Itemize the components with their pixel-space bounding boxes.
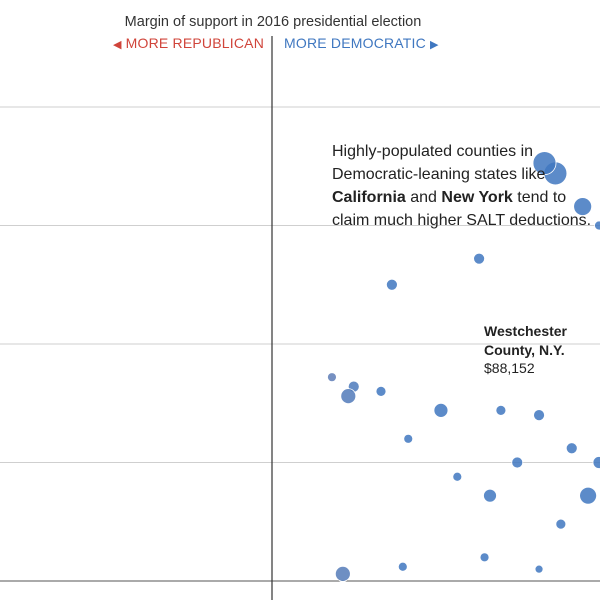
county-point xyxy=(334,565,351,582)
county-point xyxy=(483,488,497,503)
annotation-and: and xyxy=(405,189,442,206)
county-point xyxy=(375,385,387,397)
more-republican-label: ◀ MORE REPUBLICAN xyxy=(109,35,264,51)
county-point xyxy=(495,404,507,416)
county-point xyxy=(592,456,600,469)
county-point xyxy=(473,252,486,265)
county-point xyxy=(327,372,337,383)
county-point xyxy=(565,442,578,455)
callout-county-value: $88,152 xyxy=(484,360,535,376)
county-point xyxy=(385,278,398,291)
callout-county-name: Westchester County, N.Y. xyxy=(484,323,568,358)
annotation-line4: claim much higher SALT deductions. xyxy=(332,212,592,229)
more-democratic-text: MORE DEMOCRATIC xyxy=(284,35,426,51)
westchester-point xyxy=(532,151,557,176)
annotation-bold-california: California xyxy=(332,189,406,206)
arrow-right-icon: ▶ xyxy=(429,39,439,51)
county-point xyxy=(533,409,545,422)
chart-annotation: Highly-populated counties in Democratic-… xyxy=(332,140,600,232)
county-point xyxy=(579,486,597,505)
county-point xyxy=(534,564,544,574)
county-point xyxy=(452,471,463,482)
county-point xyxy=(340,388,357,405)
gridlines xyxy=(0,106,600,582)
county-point xyxy=(573,197,593,216)
county-point xyxy=(555,518,567,530)
annotation-line1: Highly-populated counties in xyxy=(332,143,534,160)
more-republican-text: MORE REPUBLICAN xyxy=(125,35,264,51)
county-point xyxy=(511,456,524,469)
county-point xyxy=(479,552,490,563)
county-point xyxy=(433,402,449,418)
annotation-bold-new-york: New York xyxy=(441,189,513,206)
annotation-line2: Democratic-leaning states like xyxy=(332,166,546,183)
chart-title: Margin of support in 2016 presidential e… xyxy=(124,14,422,30)
county-point xyxy=(403,433,414,444)
annotation-line3-tail: tend to xyxy=(512,189,567,206)
more-democratic-label: MORE DEMOCRATIC ▶ xyxy=(284,35,443,51)
county-point xyxy=(397,561,408,572)
county-point xyxy=(594,220,600,231)
data-points xyxy=(327,151,600,582)
arrow-left-icon: ◀ xyxy=(112,39,122,51)
